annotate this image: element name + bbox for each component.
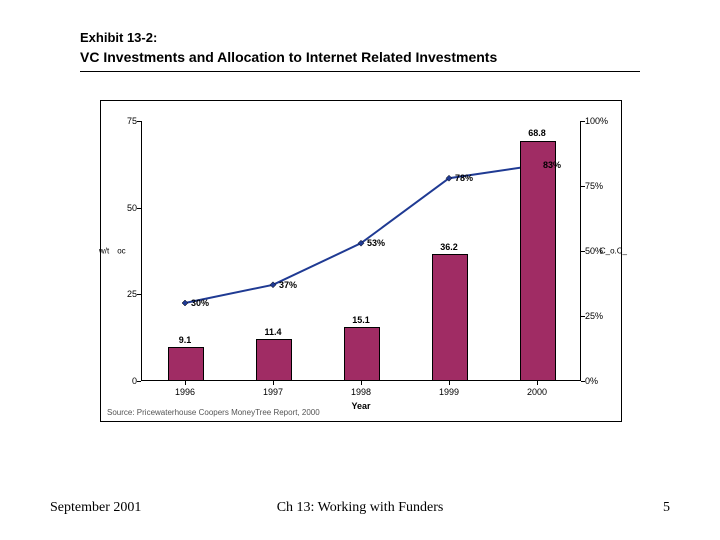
bar-value-label: 11.4 [264,327,281,337]
footer-chapter: Ch 13: Working with Funders [277,500,444,516]
x-category-label: 1996 [175,387,195,397]
bar-value-label: 15.1 [352,315,370,325]
x-tick [537,381,538,385]
y-left-tick-label: 25 [127,289,137,299]
x-category-label: 2000 [527,387,547,397]
line-value-label: 53% [367,238,385,248]
y-right-tick-label: 0% [585,376,598,386]
bar [344,327,379,381]
line-marker [270,282,276,288]
y-right-tick-label: 75% [585,181,603,191]
footer-date: September 2001 [50,500,141,516]
exhibit-title: VC Investments and Allocation to Interne… [80,49,640,72]
line-value-label: 30% [191,298,209,308]
y-left-tick [137,208,141,209]
y-left-tick-label: 0 [132,376,137,386]
x-category-label: 1999 [439,387,459,397]
chart-source: Source: Pricewaterhouse Coopers MoneyTre… [107,408,320,417]
bar [432,254,467,381]
line-value-label: 37% [279,280,297,290]
y-left-tick [137,294,141,295]
x-tick [361,381,362,385]
y-left-tick-label: 75 [127,116,137,126]
x-category-label: 1997 [263,387,283,397]
header: Exhibit 13-2: VC Investments and Allocat… [80,30,640,72]
x-axis-title: Year [351,401,370,411]
bar [256,339,291,381]
line-marker [182,300,188,306]
x-category-label: 1998 [351,387,371,397]
chart-plot-area: Year w/t oc · C_o.C_ 02550750%25%50%75%1… [141,121,581,381]
line-value-label: 78% [455,173,473,183]
page: Exhibit 13-2: VC Investments and Allocat… [0,0,720,540]
line-value-label: 83% [543,160,561,170]
y-left-tick-label: 50 [127,203,137,213]
y-left-tick [137,121,141,122]
x-tick [273,381,274,385]
bar [168,347,203,381]
bar-value-label: 68.8 [528,128,546,138]
bar-value-label: 36.2 [440,242,458,252]
line-series [185,165,537,303]
y-left-axis-title: w/t oc [99,247,126,256]
footer: September 2001 Ch 13: Working with Funde… [0,500,720,520]
exhibit-number: Exhibit 13-2: [80,30,640,45]
chart-container: Year w/t oc · C_o.C_ 02550750%25%50%75%1… [100,100,622,422]
y-right-tick-label: 25% [585,311,603,321]
bar-value-label: 9.1 [179,335,192,345]
x-tick [185,381,186,385]
bar [520,141,555,382]
y-left-tick [137,381,141,382]
footer-page-number: 5 [663,500,670,516]
y-right-tick-label: 100% [585,116,608,126]
y-right-tick-label: 50% [585,246,603,256]
x-tick [449,381,450,385]
